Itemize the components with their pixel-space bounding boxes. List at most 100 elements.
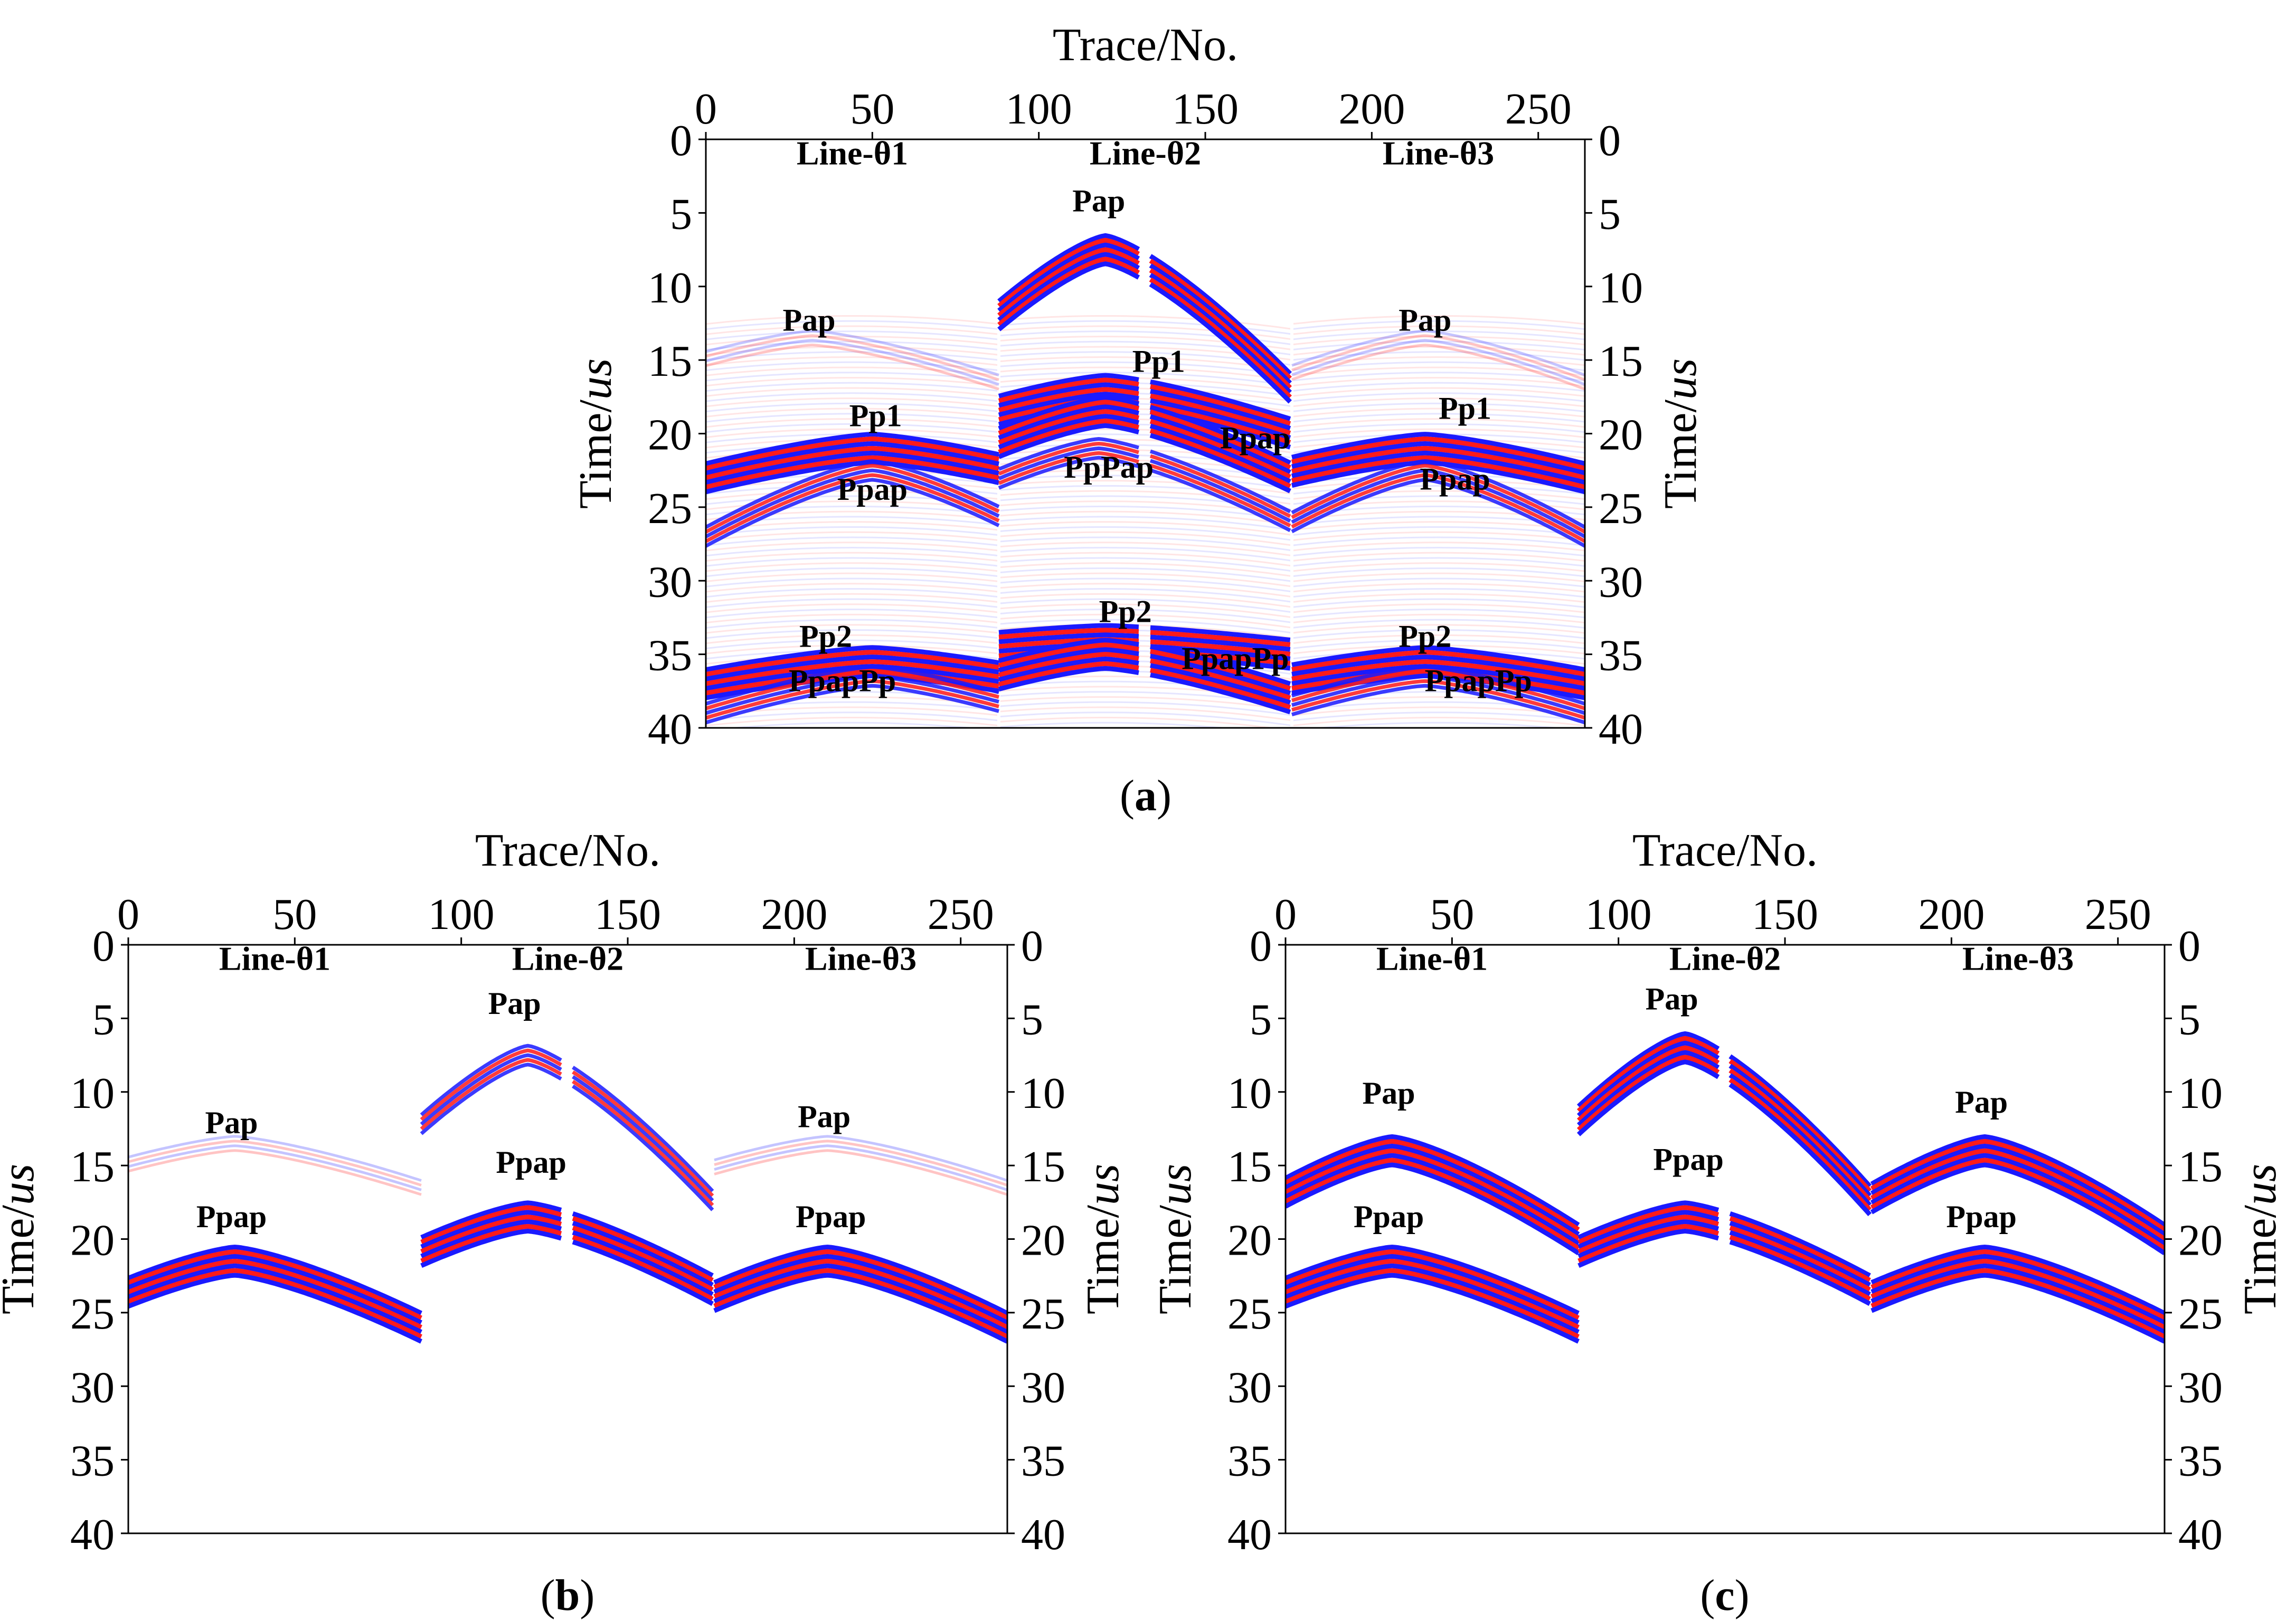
event-band — [706, 432, 999, 466]
event-band — [706, 645, 999, 672]
event-band — [1286, 1134, 1580, 1227]
event-band — [128, 1268, 422, 1339]
noise-line — [1291, 330, 1585, 340]
event-band — [128, 1245, 422, 1316]
x-tick-label: 50 — [850, 84, 894, 134]
noise-line — [706, 593, 999, 603]
event-band — [1150, 398, 1291, 440]
noise-line — [1291, 572, 1585, 583]
event-band — [1291, 468, 1585, 538]
event-band — [1286, 1249, 1580, 1320]
x-tick-label: 0 — [1274, 890, 1297, 939]
event-band — [998, 414, 1140, 450]
y-tick-label-right: 30 — [1599, 557, 1643, 606]
event-band — [714, 1135, 1007, 1182]
event-wavefront — [420, 1044, 714, 1211]
event-band — [998, 400, 1140, 435]
event-label: Ppap — [1946, 1199, 2016, 1234]
event-band — [1149, 468, 1291, 533]
event-band — [1577, 1205, 1719, 1245]
noise-line — [706, 562, 999, 572]
noise-line — [706, 340, 999, 351]
noise-line — [998, 577, 1292, 593]
event-band — [1870, 1153, 2165, 1246]
event-band — [572, 1225, 714, 1292]
event-band — [1150, 649, 1291, 691]
y-axis-label-right: Time/us — [1078, 1164, 1129, 1314]
event-band — [1291, 441, 1585, 476]
event-band — [1870, 1254, 2165, 1325]
event-wavefront — [998, 395, 1291, 494]
event-band — [706, 650, 999, 677]
event-band — [1286, 1162, 1580, 1256]
event-band — [998, 647, 1139, 673]
noise-line — [726, 722, 978, 728]
noise-line — [706, 644, 999, 655]
noise-line — [1291, 712, 1585, 722]
event-band — [1577, 1215, 1719, 1254]
y-axis-label-left: Time/us — [570, 358, 621, 509]
noise-line — [706, 717, 999, 727]
event-band — [706, 459, 1000, 529]
event-wavefront — [706, 432, 999, 495]
event-band — [572, 1070, 714, 1197]
noise-line — [1291, 609, 1585, 619]
event-band — [998, 437, 1139, 471]
noise-line — [706, 315, 999, 325]
event-band — [998, 657, 1139, 682]
event-band — [1870, 1263, 2165, 1334]
noise-line — [706, 639, 999, 649]
event-band — [1291, 473, 1585, 543]
noise-line — [706, 629, 999, 639]
noise-line — [1291, 557, 1585, 567]
noise-line — [1291, 577, 1585, 587]
event-band — [1286, 1143, 1580, 1237]
y-tick-label-right: 20 — [1021, 1216, 1065, 1265]
event-band — [1149, 419, 1291, 479]
noise-line — [1291, 407, 1585, 418]
noise-line — [706, 382, 999, 392]
event-band — [1150, 625, 1291, 642]
noise-line — [706, 542, 999, 552]
event-band — [1576, 1059, 1720, 1136]
noise-line — [998, 619, 1292, 634]
event-label: PpPap — [1064, 450, 1154, 485]
event-band — [706, 684, 999, 725]
noise-line — [998, 567, 1292, 582]
noise-line — [706, 712, 999, 722]
event-wavefront — [1286, 1245, 1580, 1344]
event-label: Pap — [1955, 1085, 2008, 1120]
x-tick-label: 100 — [428, 890, 495, 939]
noise-line — [706, 624, 999, 634]
noise-line — [998, 475, 1292, 490]
noise-line — [998, 701, 1292, 716]
y-tick-label-left: 25 — [70, 1289, 115, 1339]
noise-line — [1291, 546, 1585, 557]
event-band — [1870, 1245, 2165, 1316]
noise-line — [998, 536, 1292, 552]
event-band — [713, 1258, 1007, 1330]
event-band — [998, 442, 1139, 476]
event-band — [420, 1205, 562, 1245]
event-band — [420, 1044, 562, 1116]
panel-caption: (c) — [1700, 1571, 1749, 1620]
y-tick-label-left: 10 — [648, 263, 692, 312]
x-tick-label: 150 — [594, 890, 661, 939]
plot-background — [128, 945, 1007, 1533]
y-tick-label-left: 5 — [1250, 995, 1272, 1044]
noise-line — [1291, 603, 1585, 613]
event-band — [998, 423, 1140, 459]
event-label: Pap — [1072, 184, 1125, 219]
noise-line — [998, 366, 1292, 382]
noise-line — [998, 506, 1292, 520]
noise-line — [706, 387, 999, 397]
noise-line — [998, 706, 1292, 722]
event-band — [1577, 1200, 1719, 1240]
event-band — [1729, 1216, 1871, 1283]
y-tick-label-left: 30 — [1227, 1363, 1272, 1412]
noise-layer — [706, 315, 1585, 728]
event-band — [998, 632, 1139, 644]
event-band — [572, 1235, 714, 1302]
noise-line — [1291, 567, 1585, 577]
event-band — [706, 679, 999, 720]
